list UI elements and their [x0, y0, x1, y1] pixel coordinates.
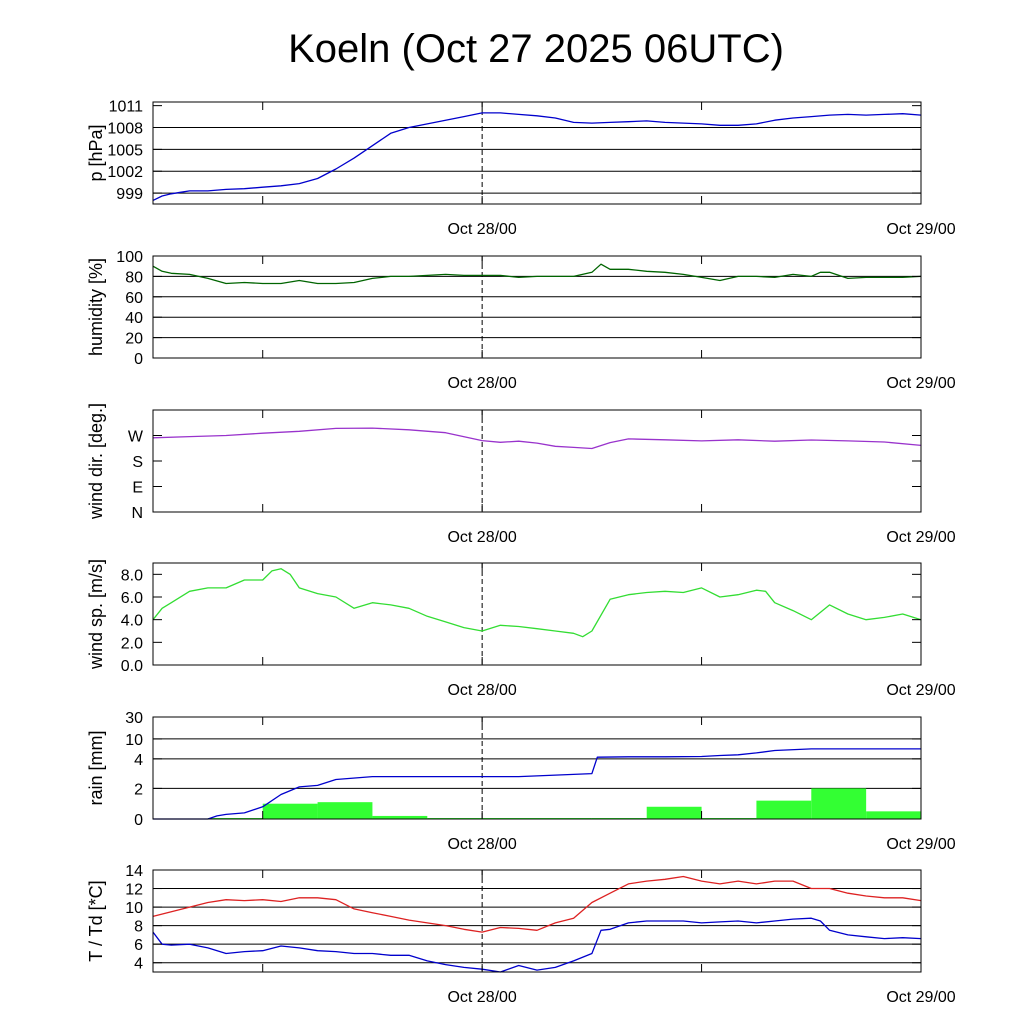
panel-rain: 0 2 4 10 30 Oct 28/00 Oct 29/00 rain [mm]: [86, 710, 956, 853]
panel-humidity: 0 20 40 60 80 100 Oct 28/00 Oct 29/00 humidity […: [86, 249, 956, 392]
x-tick-label: Oct 28/00: [447, 529, 516, 546]
y-tick-label: 10: [125, 900, 143, 917]
y-tick-label: 4: [134, 752, 143, 769]
rain-bar: [646, 806, 702, 819]
y-tick-label: 0: [134, 812, 143, 829]
rain-bar: [317, 802, 373, 819]
rain-bar: [262, 803, 318, 819]
series-dew-point: [152, 917, 922, 973]
y-tick-label: 20: [125, 331, 143, 348]
series-temperature: [152, 875, 922, 933]
y-tick-label: 14: [125, 863, 143, 880]
series-wind-direction: [152, 427, 922, 450]
y-tick-label: 6: [134, 937, 143, 954]
y-tick-label: 0: [134, 351, 143, 368]
y-axis-label: humidity [%]: [86, 258, 106, 356]
panel-frame: [152, 101, 922, 205]
x-tick-label: Oct 28/00: [447, 682, 516, 699]
y-tick-label: 60: [125, 290, 143, 307]
rain-bar: [372, 815, 428, 819]
y-tick-label: S: [132, 454, 143, 471]
y-tick-label: 6.0: [121, 590, 143, 607]
x-tick-label: Oct 29/00: [886, 529, 955, 546]
y-tick-label: W: [128, 429, 144, 446]
y-tick-label: 2.0: [121, 635, 143, 652]
panel-frame: [152, 255, 922, 359]
y-tick-label: 1005: [107, 142, 143, 159]
y-tick-label: 8.0: [121, 567, 143, 584]
y-tick-label: 10: [125, 732, 143, 749]
x-tick-label: Oct 29/00: [886, 836, 955, 853]
y-tick-label: 4.0: [121, 613, 143, 630]
series-pressure: [152, 112, 922, 201]
rain-bar: [756, 800, 812, 819]
y-tick-label: E: [132, 480, 143, 497]
panel-frame: [152, 869, 922, 973]
x-tick-label: Oct 28/00: [447, 989, 516, 1006]
y-tick-label: 2: [134, 781, 143, 798]
panel-frame: [152, 716, 922, 820]
y-tick-label: 100: [116, 249, 143, 266]
y-tick-label: 1002: [107, 164, 143, 181]
series-accumulated-rain: [153, 748, 921, 820]
rain-bar: [866, 811, 921, 819]
x-tick-label: Oct 29/00: [886, 375, 955, 392]
x-tick-label: Oct 28/00: [447, 836, 516, 853]
y-tick-label: 12: [125, 882, 143, 899]
y-tick-label: 40: [125, 310, 143, 327]
series-humidity: [152, 263, 922, 285]
panel-wind_speed: 0.0 2.0 4.0 6.0 8.0 Oct 28/00 Oct 29/00 wind sp…: [86, 559, 956, 699]
panel-pressure: 999 1002 1005 1008 1011 Oct 28/00 Oct 29/00 p […: [86, 99, 956, 238]
x-tick-label: Oct 28/00: [447, 375, 516, 392]
y-tick-label: 80: [125, 269, 143, 286]
y-tick-label: 8: [134, 919, 143, 936]
x-tick-label: Oct 29/00: [886, 221, 955, 238]
x-tick-label: Oct 29/00: [886, 989, 955, 1006]
y-tick-label: 999: [116, 186, 143, 203]
y-axis-label: T / Td [*C]: [86, 880, 106, 961]
series-wind-speed: [152, 568, 922, 638]
y-tick-label: 4: [134, 956, 143, 973]
y-tick-label: 0.0: [121, 658, 143, 675]
x-tick-label: Oct 29/00: [886, 682, 955, 699]
y-tick-label: 1008: [107, 121, 143, 138]
y-axis-label: wind sp. [m/s]: [86, 559, 106, 670]
y-axis-label: rain [mm]: [86, 730, 106, 805]
y-axis-label: wind dir. [deg.]: [86, 403, 106, 520]
y-tick-label: 30: [125, 710, 143, 727]
y-axis-label: p [hPa]: [86, 124, 106, 181]
rain-bar: [811, 788, 867, 819]
panel-frame: [152, 562, 922, 666]
chart-title: Koeln (Oct 27 2025 06UTC): [288, 27, 784, 71]
y-tick-label: N: [131, 505, 143, 522]
x-tick-label: Oct 28/00: [447, 221, 516, 238]
y-tick-label: 1011: [109, 99, 144, 116]
panel-frame: [152, 409, 922, 513]
